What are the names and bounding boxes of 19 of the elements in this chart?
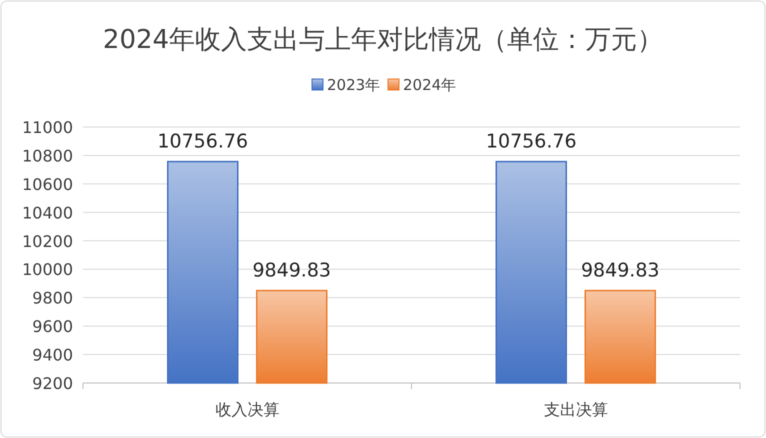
data-label: 9849.83 [580, 260, 660, 282]
legend-label: 2023年 [327, 76, 380, 94]
y-tick-label: 11000 [22, 118, 73, 137]
x-tick-label: 收入决算 [215, 400, 280, 419]
y-tick-label: 9200 [32, 374, 73, 393]
legend-label: 2024年 [403, 76, 456, 94]
y-tick-label: 10400 [22, 203, 73, 222]
data-label: 10756.76 [486, 130, 577, 153]
y-tick-label: 9800 [32, 288, 73, 308]
chart-title: 2024年收入支出与上年对比情况（单位：万元） [102, 25, 664, 55]
y-tick-label: 10200 [22, 232, 73, 251]
y-tick-label: 9400 [32, 346, 73, 365]
x-tick-label: 支出决算 [544, 400, 608, 419]
y-tick-label: 9600 [32, 317, 73, 336]
data-label: 9849.83 [252, 260, 332, 282]
data-label: 10756.76 [157, 130, 248, 153]
y-tick-label: 10600 [22, 174, 73, 194]
y-tick-label: 10800 [22, 146, 73, 166]
y-tick-label: 10000 [22, 260, 73, 280]
